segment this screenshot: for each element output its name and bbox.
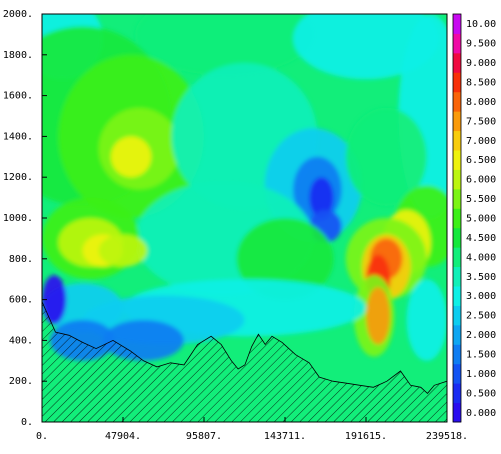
colorbar-label-19: 9.500 (466, 39, 496, 50)
colorbar-swatch-20 (453, 14, 461, 34)
contour-bands (42, 14, 447, 361)
contour-band-15 (236, 217, 334, 300)
colorbar-label-3: 1.500 (466, 350, 496, 361)
y-tick-label-8: 1600. (3, 91, 33, 102)
colorbar-label-10: 5.000 (466, 214, 496, 225)
y-tick-label-1: 200. (9, 376, 33, 387)
colorbar-label-5: 2.500 (466, 311, 496, 322)
terrain-hatch (41, 301, 448, 423)
colorbar-label-16: 8.000 (466, 97, 496, 108)
colorbar-label-13: 6.500 (466, 155, 496, 166)
colorbar-swatch-7 (453, 266, 461, 287)
contour-band-19 (98, 234, 148, 267)
colorbar-label-4: 2.000 (466, 330, 496, 341)
colorbar-label-12: 6.000 (466, 175, 496, 186)
x-tick-label-0: 0. (36, 431, 48, 442)
colorbar-swatch-3 (453, 344, 461, 365)
contour-band-1 (135, 14, 314, 76)
colorbar-swatch-14 (453, 130, 461, 151)
colorbar-label-8: 4.000 (466, 252, 496, 263)
colorbar-swatch-5 (453, 305, 461, 326)
colorbar-label-1: 0.500 (466, 388, 496, 399)
y-tick-label-3: 600. (9, 295, 33, 306)
colorbar-swatch-17 (453, 72, 461, 93)
x-tick-label-2: 95807. (186, 431, 222, 442)
contour-band-7 (110, 136, 152, 178)
contour-band-34 (406, 279, 447, 361)
colorbar-label-20: 10.00 (466, 19, 496, 30)
colorbar-swatch-11 (453, 188, 461, 209)
colorbar-swatch-6 (453, 286, 461, 306)
x-tick-label-5: 239518. (426, 431, 468, 442)
y-tick-label-9: 1800. (3, 50, 33, 61)
colorbar-frame (452, 13, 462, 423)
x-axis: 0. 47904. 95807. 143711. 191615. 239518. (36, 417, 468, 442)
y-tick-label-5: 1000. (3, 213, 33, 224)
colorbar-swatch-15 (453, 111, 461, 132)
colorbar-label-11: 5.500 (466, 194, 496, 205)
colorbar-swatch-12 (453, 169, 461, 190)
colorbar-label-7: 3.500 (466, 272, 496, 283)
contour-field (42, 14, 447, 422)
colorbar-swatch-16 (453, 91, 461, 112)
colorbar-swatch-10 (453, 208, 461, 229)
colorbar-label-14: 7.000 (466, 136, 496, 147)
colorbar-swatch-13 (453, 150, 461, 170)
contour-band-2 (293, 14, 439, 80)
x-tick-label-4: 191615. (345, 431, 387, 442)
colorbar-legend: 0.000 0.500 1.000 1.500 2.000 2.500 3.000 3.500… (452, 13, 496, 423)
y-tick-label-0: 0. (21, 417, 33, 428)
colorbar-label-15: 7.500 (466, 116, 496, 127)
contour-band-11 (309, 177, 334, 219)
y-axis: 0. 200. 400. 600. 800. 1000. 1200. 1400. 1600. 18… (3, 9, 47, 428)
y-tick-label-10: 2000. (3, 9, 33, 20)
x-tick-label-3: 143711. (264, 431, 306, 442)
colorbar-label-0: 0.000 (466, 408, 496, 419)
colorbar-label-2: 1.000 (466, 369, 496, 380)
contour-band-31 (42, 275, 67, 325)
colorbar-label-9: 4.500 (466, 233, 496, 244)
x-tick-label-1: 47904. (105, 431, 141, 442)
y-tick-label-6: 1200. (3, 172, 33, 183)
colorbar-label-6: 3.000 (466, 291, 496, 302)
y-tick-label-7: 1400. (3, 131, 33, 142)
colorbar-swatch-2 (453, 363, 461, 384)
colorbar-swatch-8 (453, 247, 461, 268)
y-tick-label-2: 400. (9, 335, 33, 346)
y-tick-label-4: 800. (9, 254, 33, 265)
colorbar-swatch-0 (453, 402, 461, 423)
colorbar-swatch-9 (453, 227, 461, 248)
colorbar-swatch-1 (453, 383, 461, 404)
colorbar-label-18: 9.000 (466, 58, 496, 69)
contour-band-27 (366, 287, 391, 345)
colorbar-swatch-4 (453, 324, 461, 345)
colorbar-swatch-18 (453, 52, 461, 73)
colorbar-swatch-19 (453, 33, 461, 54)
contour-band-13 (345, 107, 427, 206)
colorbar-label-17: 8.500 (466, 78, 496, 89)
